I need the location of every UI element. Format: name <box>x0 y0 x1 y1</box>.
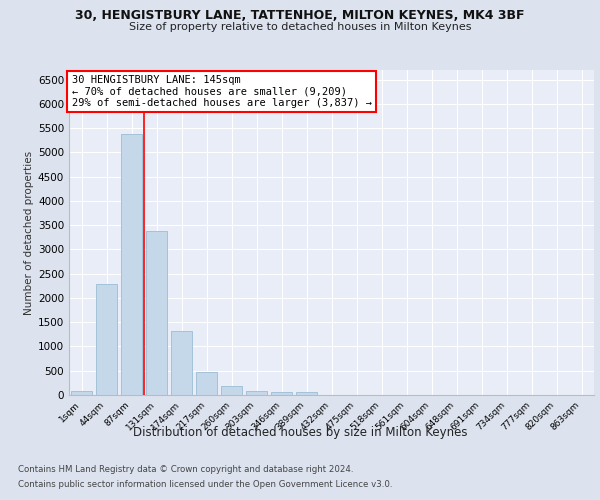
Bar <box>171 332 192 395</box>
Bar <box>121 134 142 395</box>
Bar <box>296 392 317 395</box>
Text: Contains public sector information licensed under the Open Government Licence v3: Contains public sector information licen… <box>18 480 392 489</box>
Bar <box>96 284 117 395</box>
Text: 30, HENGISTBURY LANE, TATTENHOE, MILTON KEYNES, MK4 3BF: 30, HENGISTBURY LANE, TATTENHOE, MILTON … <box>75 9 525 22</box>
Text: Size of property relative to detached houses in Milton Keynes: Size of property relative to detached ho… <box>129 22 471 32</box>
Text: Contains HM Land Registry data © Crown copyright and database right 2024.: Contains HM Land Registry data © Crown c… <box>18 465 353 474</box>
Text: 30 HENGISTBURY LANE: 145sqm
← 70% of detached houses are smaller (9,209)
29% of : 30 HENGISTBURY LANE: 145sqm ← 70% of det… <box>71 75 371 108</box>
Bar <box>246 391 267 395</box>
Text: Distribution of detached houses by size in Milton Keynes: Distribution of detached houses by size … <box>133 426 467 439</box>
Bar <box>196 372 217 395</box>
Bar <box>71 392 92 395</box>
Bar <box>221 386 242 395</box>
Y-axis label: Number of detached properties: Number of detached properties <box>24 150 34 314</box>
Bar <box>271 392 292 395</box>
Bar <box>146 231 167 395</box>
